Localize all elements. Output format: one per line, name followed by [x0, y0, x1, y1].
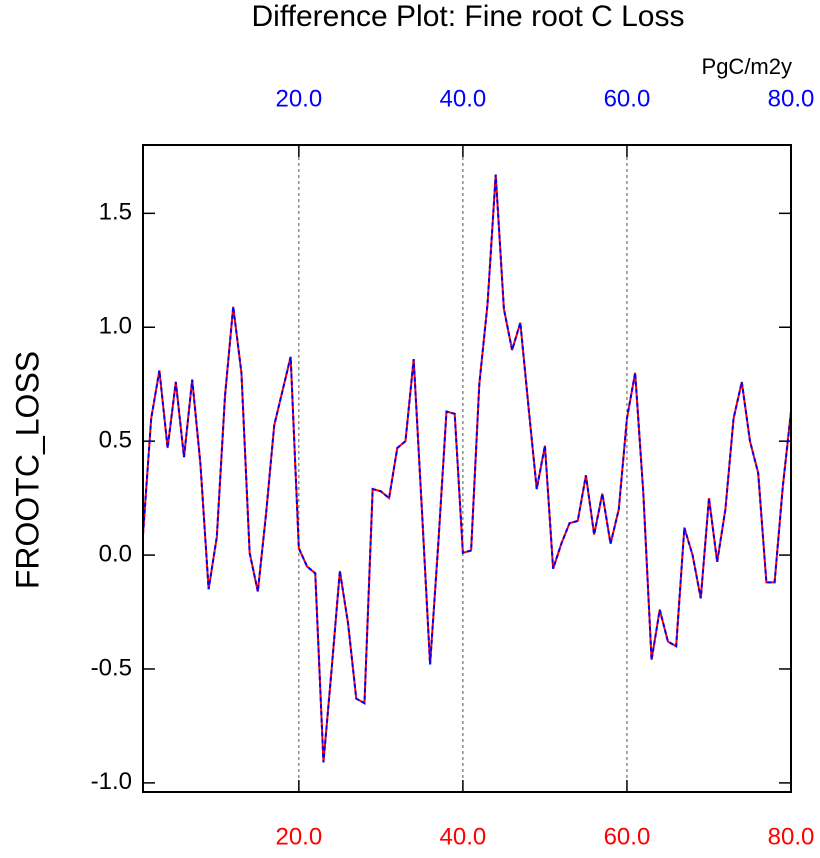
x-tick-label: 40.0 [440, 823, 487, 850]
x-tick-label-top: 60.0 [604, 85, 651, 112]
y-axis-label: FROOTC_LOSS [9, 351, 45, 589]
y-tick-label: -0.5 [91, 654, 132, 681]
units-label: PgC/m2y [702, 54, 792, 79]
y-tick-label: 1.5 [99, 199, 132, 226]
y-tick-label: -1.0 [91, 768, 132, 795]
y-tick-label: 1.0 [99, 313, 132, 340]
x-tick-label-top: 20.0 [275, 85, 322, 112]
x-tick-label: 60.0 [604, 823, 651, 850]
series-line [142, 174, 792, 763]
chart-title: Difference Plot: Fine root C Loss [252, 0, 685, 33]
x-tick-label-top: 80.0 [768, 85, 815, 112]
y-tick-label: 0.0 [99, 540, 132, 567]
x-tick-label-top: 40.0 [440, 85, 487, 112]
series-line [142, 174, 792, 763]
plot-frame [142, 144, 792, 793]
y-tick-label: 0.5 [99, 427, 132, 454]
x-tick-label: 80.0 [768, 823, 815, 850]
x-tick-label: 20.0 [275, 823, 322, 850]
